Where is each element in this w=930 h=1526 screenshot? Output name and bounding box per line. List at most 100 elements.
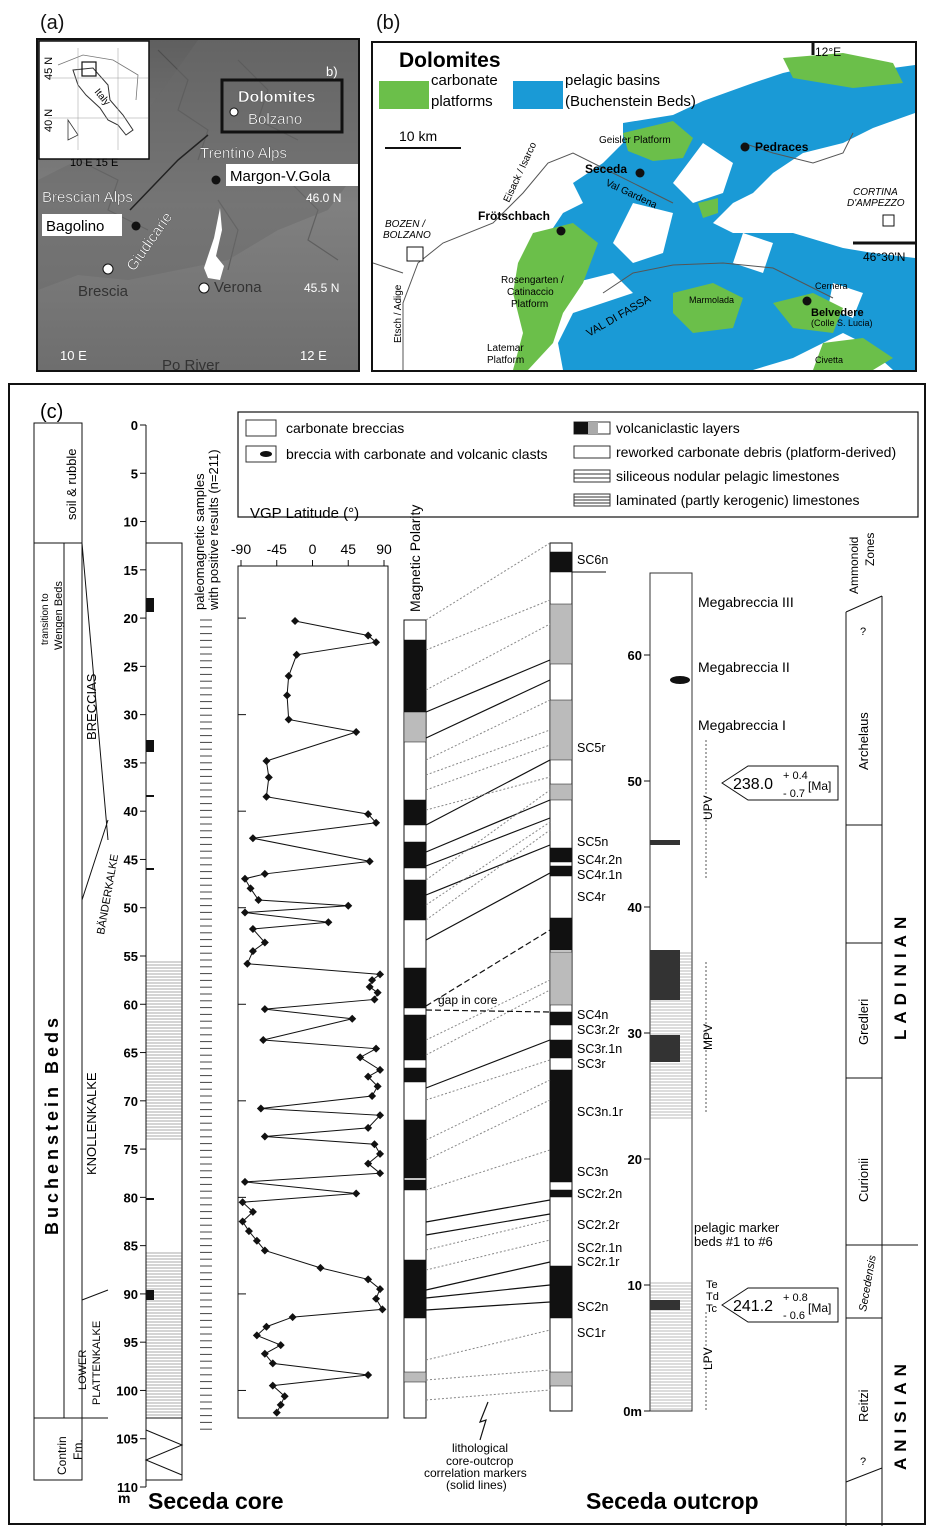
vgp-point [284,672,293,681]
correlation-line-dotted [425,623,551,691]
lat-label: 46°30'N [863,250,905,264]
correlation-line-solid [425,872,551,941]
vgp-point [280,1392,289,1401]
correlation-line-solid [425,1261,551,1291]
outcrop-tick-label: 50 [628,774,642,789]
label-brescia: Brescia [78,283,129,300]
outcrop-tick-label: 0m [623,1404,642,1419]
vgp-point [373,988,382,997]
depth-tick-label: 30 [124,708,138,723]
core-polarity-bar [403,1259,427,1319]
label-bozen-2: BOLZANO [383,230,431,241]
legend-volcaniclastic: volcaniclastic layers [616,420,740,436]
label-colle: (Colle S. Lucia) [811,318,873,328]
depth-tick-label: 10 [124,515,138,530]
outcrop-tick-label: 20 [628,1152,642,1167]
depth-tick-label: 55 [124,949,138,964]
core-polarity-bar [403,1119,427,1179]
marker-label-4: (solid lines) [446,1478,507,1492]
label-rosengarten-1: Rosengarten / [501,275,564,286]
legend-laminated: laminated (partly kerogenic) limestones [616,492,860,508]
correlation-line-dotted [425,744,551,791]
mega-3: Megabreccia III [698,594,794,610]
vgp-point [370,1140,379,1149]
vgp-point [262,1322,271,1331]
outcrop-tick-label: 10 [628,1278,642,1293]
vgp-point [248,834,257,843]
legend-platform-2: platforms [431,93,493,110]
legend-carbonate-breccias: carbonate breccias [286,420,404,436]
depth-tick-label: 60 [124,997,138,1012]
core-polarity-bar [403,1179,427,1191]
vgp-point [264,773,273,782]
outcrop-polarity-bar [549,847,573,863]
inset-lon-label: 10 E 15 E [70,157,118,169]
vgp-point [376,1285,385,1294]
vgp-plot-frame [237,565,389,1419]
correlation-line-solid [425,1213,551,1236]
depth-tick-label: 70 [124,1094,138,1109]
pelagic-label-2: beds #1 to #6 [694,1234,773,1249]
label-lon-12: 12 E [300,348,327,363]
vgp-point [248,947,257,956]
zone-gredleri: Gredleri [856,999,871,1045]
label-bolzano: Bolzano [248,111,302,128]
depth-tick-label: 0 [131,418,138,433]
vgp-point [243,959,252,968]
pelagic-label-1: pelagic marker [694,1220,780,1235]
lith-knollenkalke: KNOLLENKALKE [84,1072,99,1175]
gap-line [425,929,551,1007]
samples-label-1: paleomagnetic samples [192,473,207,610]
stage-ladinian: LADINIAN [891,911,910,1040]
depth-tick-label: 5 [131,466,138,481]
chron-label: SC6n [577,553,608,567]
legend-reworked: reworked carbonate debris (platform-deri… [616,444,896,460]
vgp-point [292,650,301,659]
age-1-unit: [Ma] [808,779,831,793]
vgp-point [364,631,373,640]
label-latemar-2: Platform [487,355,524,366]
mega-1: Megabreccia I [698,717,786,733]
scale-label: 10 km [399,128,437,144]
vgp-point [372,638,381,647]
age-2-plus: + 0.8 [783,1292,808,1304]
vgp-point [248,1207,257,1216]
label-rosengarten-3: Platform [511,299,548,310]
chron-label: SC3r.1n [577,1042,622,1056]
vgp-tick-label: -90 [231,541,251,557]
lpv-label: LPV [701,1347,715,1370]
depth-axis: 0 5 10 15 20 25 30 35 40 45 50 55 60 65 70 75 80 85 90 95 10… [116,418,147,1495]
vgp-point [283,691,292,700]
te-label: Te [706,1279,718,1291]
core-polarity-bar [403,841,427,869]
vgp-point [260,1005,269,1014]
depth-tick-label: 15 [124,563,138,578]
label-pedraces: Pedraces [755,140,809,154]
depth-tick-label: 25 [124,659,138,674]
vgp-point [244,1227,253,1236]
core-polarity-bar [403,967,427,1009]
correlation-line-dotted [425,1059,551,1101]
correlation-lines [425,542,606,1401]
legend-breccia-mixed: breccia with carbonate and volcanic clas… [286,446,547,462]
correlation-line-dotted [425,1329,551,1361]
label-seceda: Seceda [585,162,627,176]
vgp-point [240,908,249,917]
label-belvedere: Belvedere [811,307,864,319]
vgp-tick-label: -45 [267,541,287,557]
vgp-point [356,1053,365,1062]
label-trentino: Trentino Alps [200,145,287,162]
age-2-unit: [Ma] [808,1301,831,1315]
chron-label: SC2r.1r [577,1255,619,1269]
vgp-point [352,1189,361,1198]
vgp-point [262,756,271,765]
depth-tick-label: 50 [124,901,138,916]
panel-b-label: (b) [376,12,401,34]
label-rosengarten-2: Catinaccio [507,287,554,298]
vgp-point [272,1408,281,1417]
correlation-line-dotted [425,776,551,811]
qmark-bottom: ? [860,1456,866,1468]
correlation-line-solid [425,799,551,853]
vgp-point [252,1236,261,1245]
